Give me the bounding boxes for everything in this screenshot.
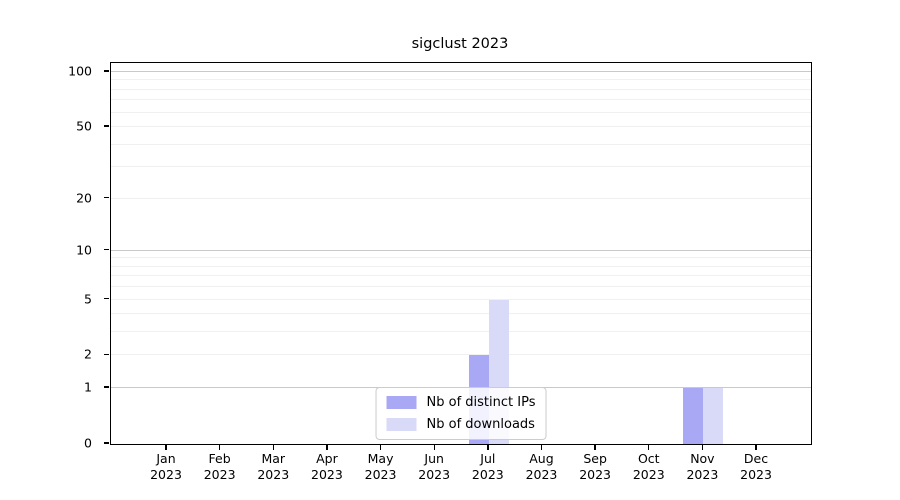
gridline-9 — [111, 257, 811, 259]
y-tick-label-5: 5 — [84, 291, 92, 307]
x-tick-mark — [701, 444, 704, 450]
bar-nov-distinct-ips — [683, 388, 704, 444]
x-tick-mark — [540, 444, 543, 450]
gridline-30 — [111, 166, 811, 168]
gridline-3 — [111, 331, 811, 333]
legend-row: Nb of distinct IPs — [386, 395, 536, 410]
gridline-80 — [111, 88, 811, 90]
x-tick-mark — [326, 444, 328, 450]
gridline-90 — [111, 79, 811, 81]
gridline-10 — [111, 249, 811, 251]
x-tick-label-oct: Oct 2023 — [632, 451, 665, 482]
legend-swatch-downloads — [386, 418, 417, 431]
y-tick-mark — [103, 297, 109, 300]
x-tick-label-jul: Jul 2023 — [471, 451, 504, 482]
x-tick-label-apr: Apr 2023 — [311, 451, 343, 482]
gridline-40 — [111, 143, 811, 145]
y-tick-mark — [103, 249, 109, 251]
gridline-5 — [111, 298, 811, 300]
legend-label: Nb of distinct IPs — [426, 395, 536, 410]
x-tick-mark — [272, 444, 274, 450]
x-tick-label-jan: Jan 2023 — [150, 451, 182, 482]
legend-swatch-distinct-ips — [386, 396, 417, 409]
x-tick-label-aug: Aug 2023 — [525, 451, 558, 482]
y-tick-mark — [103, 70, 109, 72]
gridline-6 — [111, 286, 811, 288]
y-tick-label-10: 10 — [76, 242, 92, 258]
y-tick-label-2: 2 — [84, 346, 92, 362]
x-tick-mark — [487, 444, 489, 450]
legend-row: Nb of downloads — [386, 417, 536, 432]
x-tick-label-jun: Jun 2023 — [418, 451, 451, 482]
y-tick-label-50: 50 — [76, 118, 92, 134]
gridline-60 — [111, 111, 811, 113]
x-tick-label-dec: Dec 2023 — [740, 451, 772, 482]
gridline-7 — [111, 275, 811, 277]
gridline-70 — [111, 99, 811, 101]
x-tick-mark — [433, 444, 435, 450]
legend: Nb of distinct IPs Nb of downloads — [375, 387, 547, 440]
y-tick-mark — [103, 125, 109, 127]
y-tick-label-100: 100 — [68, 63, 92, 79]
bar-nov-downloads — [703, 388, 724, 444]
gridline-50 — [111, 126, 811, 128]
y-tick-label-1: 1 — [84, 379, 92, 395]
chart-title: sigclust 2023 — [411, 36, 509, 52]
gridline-2 — [111, 354, 811, 356]
gridline-100 — [111, 71, 811, 73]
y-tick-mark — [103, 442, 109, 444]
y-tick-mark — [103, 386, 109, 388]
plot-area: Nb of distinct IPs Nb of downloads — [110, 62, 812, 445]
x-tick-label-feb: Feb 2023 — [203, 451, 236, 482]
x-tick-mark — [379, 444, 382, 450]
x-tick-mark — [218, 444, 221, 450]
y-tick-mark — [103, 196, 109, 199]
x-tick-label-nov: Nov 2023 — [686, 451, 719, 482]
x-tick-label-may: May 2023 — [364, 451, 397, 482]
gridline-8 — [111, 265, 811, 267]
gridline-4 — [111, 313, 811, 315]
x-tick-mark — [755, 444, 757, 450]
gridline-20 — [111, 197, 811, 199]
y-tick-label-20: 20 — [76, 190, 92, 206]
x-tick-mark — [165, 444, 167, 450]
x-tick-mark — [594, 444, 596, 450]
legend-label: Nb of downloads — [426, 417, 535, 432]
y-tick-label-0: 0 — [84, 435, 92, 451]
x-tick-mark — [648, 444, 650, 450]
y-tick-mark — [103, 353, 109, 356]
x-tick-label-mar: Mar 2023 — [257, 451, 290, 482]
x-tick-label-sep: Sep 2023 — [579, 451, 612, 482]
